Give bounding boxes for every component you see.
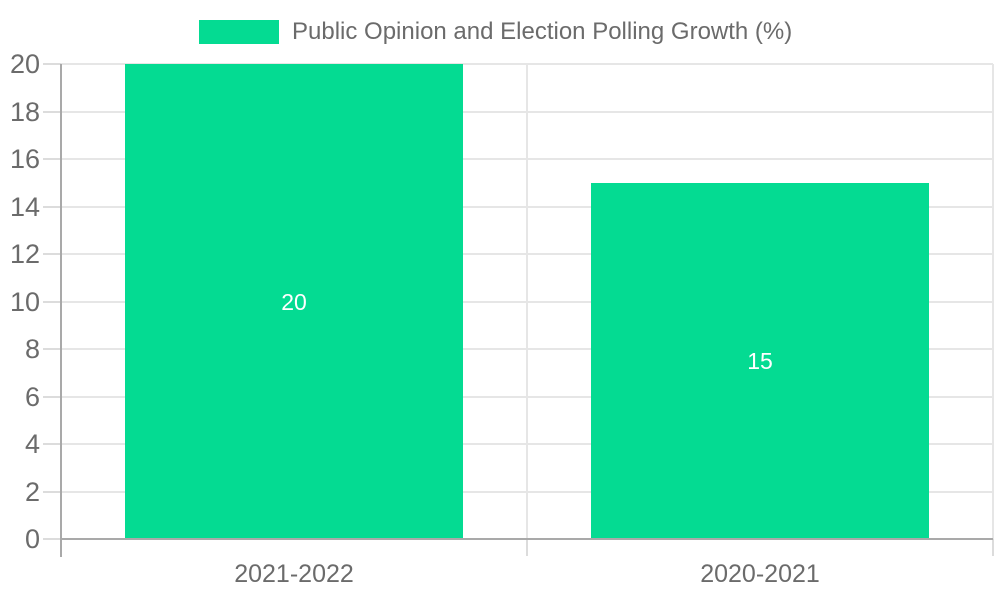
legend-label: Public Opinion and Election Polling Grow… — [292, 18, 793, 45]
y-tick-label: 8 — [24, 334, 40, 364]
y-axis-tick-mark — [43, 348, 61, 350]
y-tick-label: 2 — [24, 477, 40, 507]
legend-item[interactable]: Public Opinion and Election Polling Grow… — [199, 18, 792, 46]
legend-swatch — [199, 20, 279, 44]
x-category-label: 2021-2022 — [234, 560, 354, 588]
y-tick-label: 14 — [9, 192, 40, 222]
y-tick-label: 18 — [9, 97, 40, 127]
y-axis-tick-mark — [43, 443, 61, 445]
category-boundary-gridline — [992, 64, 994, 539]
y-axis-tick-mark — [43, 538, 61, 540]
y-axis-tick-mark — [43, 301, 61, 303]
y-tick-label: 16 — [9, 144, 40, 174]
y-axis-tick-mark — [43, 111, 61, 113]
x-axis-line — [60, 538, 993, 540]
bar-value-label: 15 — [747, 348, 773, 374]
y-axis-tick-mark — [43, 491, 61, 493]
bar-value-label: 20 — [281, 289, 307, 315]
y-tick-label: 20 — [9, 49, 40, 79]
category-boundary-gridline — [526, 64, 528, 539]
y-tick-label: 0 — [24, 524, 40, 554]
x-axis-tick-mark — [992, 539, 994, 556]
x-axis-tick-mark — [526, 539, 528, 556]
bar[interactable] — [125, 64, 463, 539]
y-tick-label: 10 — [9, 287, 40, 317]
y-axis-tick-mark — [43, 158, 61, 160]
bar[interactable] — [591, 183, 929, 539]
y-tick-label: 6 — [24, 382, 40, 412]
y-axis-line — [60, 64, 62, 557]
y-axis-tick-mark — [43, 396, 61, 398]
y-axis-tick-mark — [43, 253, 61, 255]
y-tick-label: 12 — [9, 239, 40, 269]
y-axis-tick-mark — [43, 206, 61, 208]
y-axis-tick-mark — [43, 63, 61, 65]
y-tick-label: 4 — [24, 429, 40, 459]
x-category-label: 2020-2021 — [700, 560, 820, 588]
